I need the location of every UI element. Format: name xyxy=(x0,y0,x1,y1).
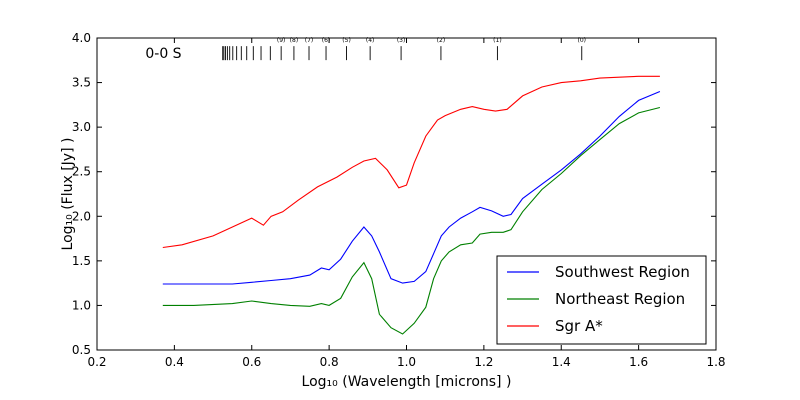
annotation-label: 0-0 S xyxy=(145,46,181,62)
annotation-line-label: (2) xyxy=(437,37,446,44)
x-tick-label: 0.8 xyxy=(320,355,339,369)
y-tick-label: 3.5 xyxy=(72,76,91,90)
legend-box xyxy=(496,255,707,345)
series-layer xyxy=(162,75,661,335)
series-line-0 xyxy=(162,90,661,285)
y-tick-label: 3.0 xyxy=(72,120,91,134)
legend-label-southwest: Southwest Region xyxy=(555,263,690,281)
x-axis-label: Log₁₀ (Wavelength [microns] ) xyxy=(302,374,512,390)
annotation-line-label: (1) xyxy=(493,37,502,44)
x-tick-label: 0.2 xyxy=(87,355,106,369)
legend-label-sgr-a: Sgr A* xyxy=(555,317,603,335)
legend: Southwest Region Northeast Region Sgr A* xyxy=(496,255,707,345)
annotation-line-label: (6) xyxy=(322,37,331,44)
annotation-line-label: (5) xyxy=(342,37,351,44)
y-tick-label: 4.0 xyxy=(72,31,91,45)
x-tick-label: 1.0 xyxy=(397,355,416,369)
x-tick-label: 1.6 xyxy=(629,355,648,369)
y-tick-label: 1.5 xyxy=(72,254,91,268)
series-line-2 xyxy=(162,75,660,249)
x-tick-label: 1.2 xyxy=(474,355,493,369)
y-tick-label: 1.0 xyxy=(72,298,91,312)
x-tick-label: 1.8 xyxy=(706,355,725,369)
annotation-line-label: (8) xyxy=(290,37,299,44)
x-tick-label: 0.4 xyxy=(165,355,184,369)
x-tick-label: 0.6 xyxy=(242,355,261,369)
annotation-line-label: (7) xyxy=(305,37,314,44)
x-tick-label: 1.4 xyxy=(552,355,571,369)
y-tick-label: 2.0 xyxy=(72,209,91,223)
axis-ticks: 0.2 0.4 0.6 0.8 1.0 1.2 1.4 1.6 1.8 0.5 1.0 1.5 2.0 2… xyxy=(72,31,726,369)
legend-label-northeast: Northeast Region xyxy=(555,290,685,308)
annotation-line-label: (3) xyxy=(397,37,406,44)
series-line-1 xyxy=(162,106,661,335)
annotation-line-label: (0) xyxy=(578,37,587,44)
y-axis-label: Log₁₀ (Flux [Jy] ) xyxy=(60,138,76,251)
s-line-annotation: (0) (1) (2) (3) (4) (5) (6) (7) (8) (9) xyxy=(222,37,587,61)
annotation-line-label: (9) xyxy=(277,37,286,44)
y-tick-label: 2.5 xyxy=(72,165,91,179)
annotation-line-label: (4) xyxy=(366,37,375,44)
y-tick-label: 0.5 xyxy=(72,343,91,357)
